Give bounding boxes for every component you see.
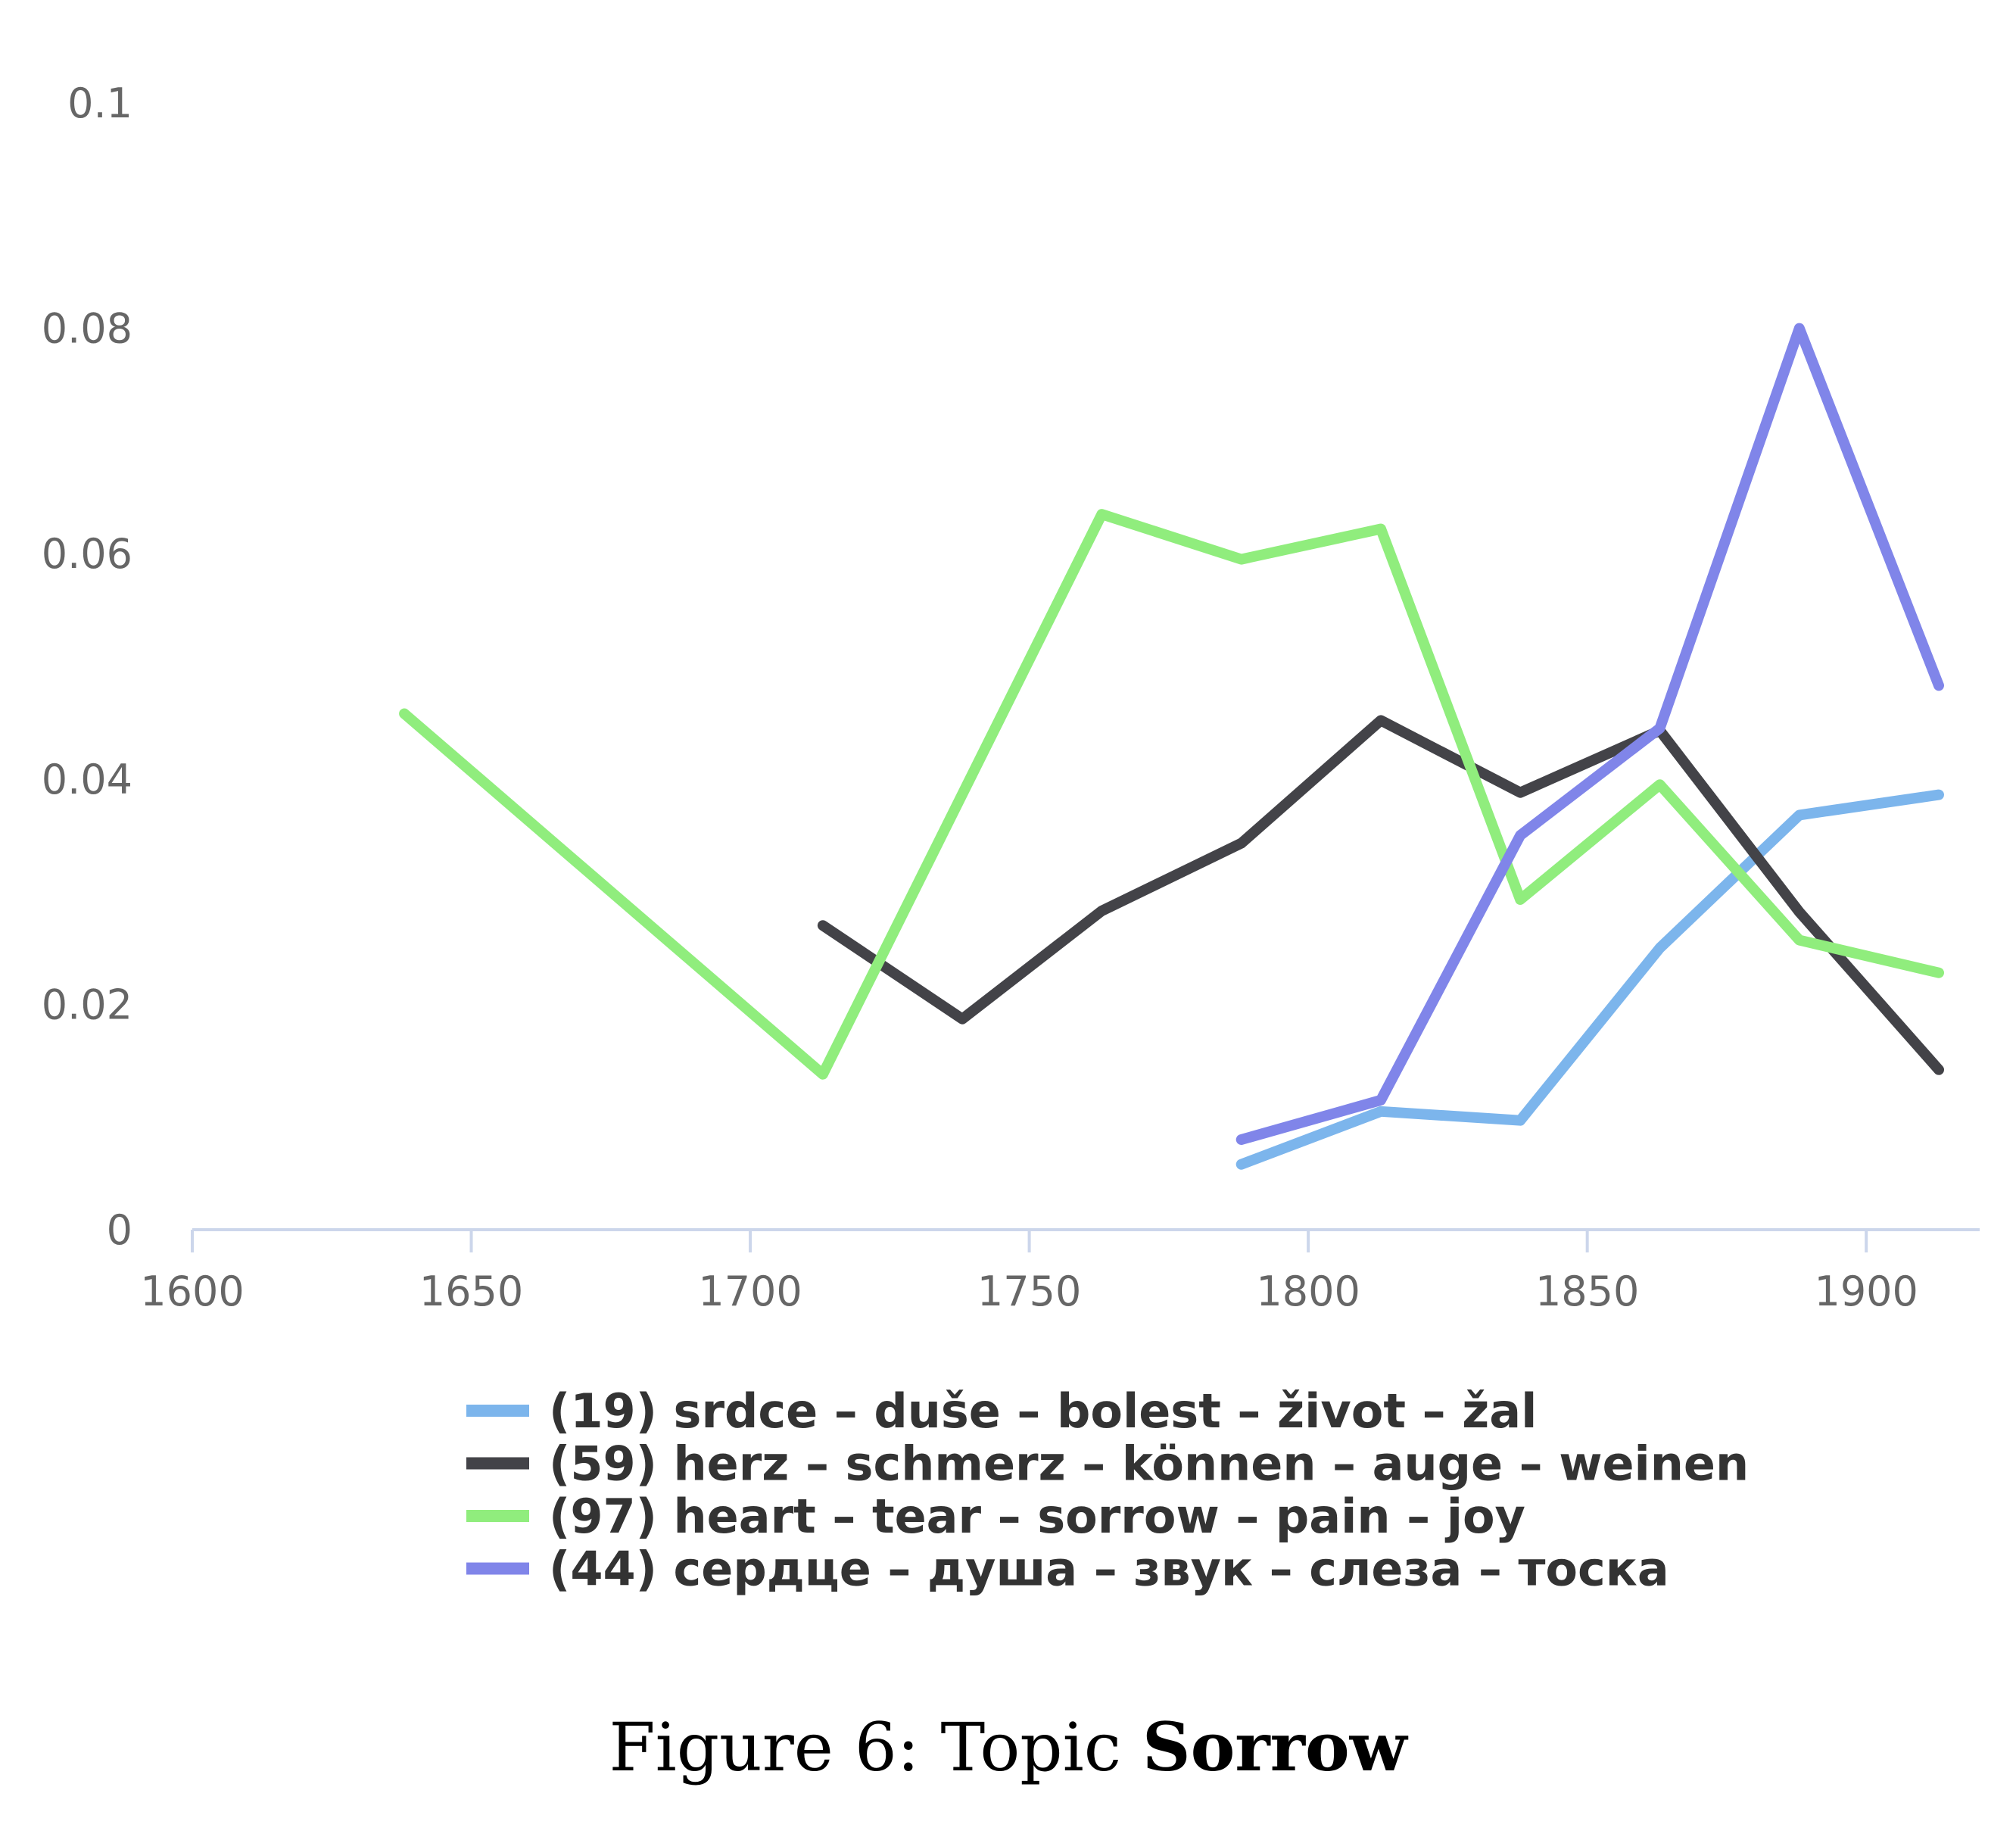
legend-item-label: (44) сердце – душа – звук – слеза – тоск…	[549, 1542, 1669, 1597]
legend: (19) srdce – duše – bolest – život – žal…	[466, 1383, 1749, 1597]
x-tick-label: 1650	[419, 1268, 523, 1315]
x-tick-label: 1800	[1256, 1268, 1360, 1315]
caption-prefix: Figure 6: Topic	[609, 1708, 1122, 1786]
x-axis-labels: 1600 1650 1700 1750 1800 1850 1900	[140, 1268, 1918, 1315]
series-lines	[399, 323, 1944, 1170]
series-line	[817, 715, 1944, 1075]
series-line	[399, 509, 1944, 1080]
line-chart: 0 0.02 0.04 0.06 0.08 0.1 1600 1650 1700 1750 180…	[42, 80, 1980, 1597]
caption-topic: Sorrow	[1142, 1708, 1407, 1786]
series-line	[1235, 323, 1944, 1145]
legend-item-label: (19) srdce – duše – bolest – život – žal	[549, 1383, 1537, 1439]
figure-caption: Figure 6: Topic Sorrow	[0, 1708, 2016, 1786]
y-tick-label: 0.1	[67, 80, 132, 127]
y-tick-label: 0.02	[42, 981, 132, 1028]
x-tick-label: 1900	[1814, 1268, 1918, 1315]
y-axis-labels: 0 0.02 0.04 0.06 0.08 0.1	[42, 80, 132, 1254]
y-tick-label: 0.04	[42, 756, 132, 803]
x-tick-label: 1750	[977, 1268, 1081, 1315]
x-tick-label: 1850	[1535, 1268, 1639, 1315]
legend-item-label: (59) herz – schmerz – können – auge – we…	[549, 1436, 1749, 1492]
legend-item-label: (97) heart – tear – sorrow – pain – joy	[549, 1489, 1525, 1544]
y-tick-label: 0.08	[42, 305, 132, 353]
y-tick-label: 0	[107, 1206, 132, 1254]
y-tick-label: 0.06	[42, 530, 132, 578]
x-tick-label: 1600	[140, 1268, 244, 1315]
x-tick-label: 1700	[698, 1268, 802, 1315]
x-axis-ticks	[191, 1230, 1868, 1252]
series-line	[1235, 789, 1944, 1170]
